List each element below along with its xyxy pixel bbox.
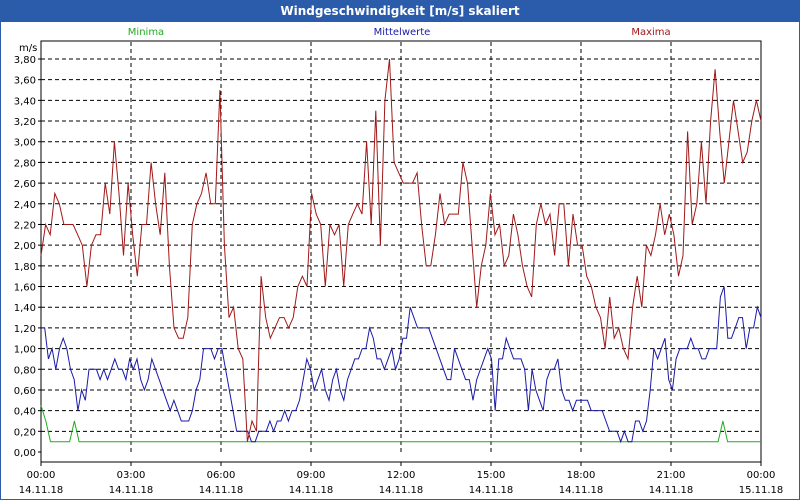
y-tick-label: 0,80: [14, 365, 36, 376]
y-tick-label: 1,80: [14, 262, 36, 273]
y-tick-label: 0,40: [14, 407, 36, 418]
y-tick-label: 1,20: [14, 324, 36, 335]
y-tick-label: 0,20: [14, 427, 36, 438]
x-tick-time: 06:00: [207, 470, 236, 481]
x-tick-date: 14.11.18: [469, 485, 514, 496]
series-line-mittelwerte: [41, 286, 762, 444]
y-tick-label: 0,00: [14, 448, 36, 459]
y-tick-label: 2,60: [14, 179, 36, 190]
x-tick-time: 00:00: [27, 470, 56, 481]
y-tick-label: 2,00: [14, 241, 36, 252]
x-tick-date: 14.11.18: [109, 485, 154, 496]
y-tick-label: 1,00: [14, 345, 36, 356]
x-tick-date: 14.11.18: [289, 485, 334, 496]
x-tick-time: 18:00: [567, 470, 596, 481]
y-tick-label: 1,40: [14, 303, 36, 314]
x-tick-time: 21:00: [657, 470, 686, 481]
x-tick-time: 09:00: [297, 470, 326, 481]
legend-entry-mittelwerte: Mittelwerte: [374, 27, 431, 38]
legend-entry-maxima: Maxima: [631, 27, 670, 38]
series-line-maxima: [40, 58, 762, 442]
y-tick-label: 2,80: [14, 158, 36, 169]
legend-entry-minima: Minima: [128, 27, 164, 38]
chart-title: Windgeschwindigkeit [m/s] skaliert: [1, 1, 799, 22]
y-axis: 0,00 0,20 0,40 0,60 0,80 1,00 1,20 1,40 1,60 1,80…: [14, 55, 41, 459]
x-axis: 00:00 14.11.18 03:00 14.11.18 06:00 14.11.18 0…: [19, 462, 784, 496]
x-tick-time: 03:00: [117, 470, 146, 481]
y-tick-label: 3,40: [14, 96, 36, 107]
x-tick-time: 00:00: [747, 470, 776, 481]
x-tick-date: 14.11.18: [379, 485, 424, 496]
y-tick-label: 0,60: [14, 386, 36, 397]
y-tick-label: 3,80: [14, 55, 36, 66]
y-tick-label: 3,60: [14, 76, 36, 87]
x-tick-date: 15.11.18: [739, 485, 784, 496]
x-tick-date: 14.11.18: [649, 485, 694, 496]
grid-lines: [41, 42, 761, 452]
series-lines: [40, 58, 762, 444]
y-tick-label: 3,00: [14, 138, 36, 149]
x-tick-date: 14.11.18: [559, 485, 604, 496]
x-tick-time: 15:00: [477, 470, 506, 481]
y-tick-label: 2,40: [14, 200, 36, 211]
y-tick-label: 2,20: [14, 220, 36, 231]
plot-border: [40, 40, 762, 463]
y-tick-label: 1,60: [14, 283, 36, 294]
y-axis-label: m/s: [19, 43, 37, 54]
x-tick-time: 12:00: [387, 470, 416, 481]
x-tick-date: 14.11.18: [199, 485, 244, 496]
y-tick-label: 3,20: [14, 117, 36, 128]
legend: Minima Mittelwerte Maxima: [128, 27, 671, 38]
x-tick-date: 14.11.18: [19, 485, 64, 496]
series-line-minima: [40, 405, 761, 443]
